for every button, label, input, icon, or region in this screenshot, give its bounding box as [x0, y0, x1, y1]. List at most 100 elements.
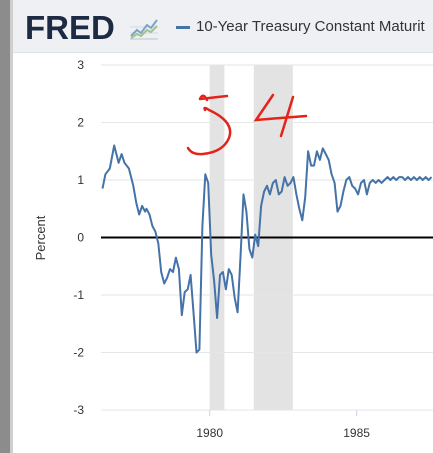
data-point[interactable]: [194, 351, 198, 355]
data-point[interactable]: [200, 224, 204, 228]
data-point[interactable]: [418, 175, 422, 179]
data-point[interactable]: [236, 310, 240, 314]
data-point[interactable]: [117, 161, 121, 165]
data-point[interactable]: [186, 287, 190, 291]
data-point[interactable]: [241, 192, 245, 196]
data-point[interactable]: [424, 175, 428, 179]
data-point[interactable]: [180, 313, 184, 317]
data-point[interactable]: [183, 290, 187, 294]
data-point[interactable]: [318, 158, 322, 162]
data-point[interactable]: [140, 204, 144, 208]
data-point[interactable]: [230, 273, 234, 277]
data-point[interactable]: [215, 316, 219, 320]
data-point[interactable]: [353, 187, 357, 191]
data-point[interactable]: [391, 175, 395, 179]
data-point[interactable]: [168, 267, 172, 271]
data-point[interactable]: [268, 192, 272, 196]
data-point[interactable]: [374, 181, 378, 185]
data-point[interactable]: [212, 279, 216, 283]
data-point[interactable]: [197, 348, 201, 352]
data-point[interactable]: [256, 244, 260, 248]
data-point[interactable]: [359, 181, 363, 185]
data-point[interactable]: [333, 181, 337, 185]
data-point[interactable]: [427, 178, 431, 182]
data-point[interactable]: [283, 175, 287, 179]
data-point[interactable]: [385, 175, 389, 179]
data-point[interactable]: [330, 172, 334, 176]
data-point[interactable]: [253, 233, 257, 237]
data-point[interactable]: [100, 187, 104, 191]
data-point[interactable]: [344, 178, 348, 182]
data-point[interactable]: [312, 164, 316, 168]
data-point[interactable]: [371, 178, 375, 182]
data-point[interactable]: [177, 267, 181, 271]
data-point[interactable]: [189, 273, 193, 277]
data-point[interactable]: [338, 204, 342, 208]
data-point[interactable]: [120, 152, 124, 156]
data-point[interactable]: [403, 178, 407, 182]
data-point[interactable]: [171, 270, 175, 274]
data-point[interactable]: [280, 190, 284, 194]
data-point[interactable]: [303, 195, 307, 199]
data-point[interactable]: [137, 213, 141, 217]
data-point[interactable]: [388, 178, 392, 182]
data-point[interactable]: [206, 181, 210, 185]
data-point[interactable]: [400, 175, 404, 179]
data-point[interactable]: [259, 204, 263, 208]
data-point[interactable]: [300, 218, 304, 222]
data-point[interactable]: [209, 253, 213, 257]
data-point[interactable]: [365, 192, 369, 196]
data-point[interactable]: [112, 144, 116, 148]
data-point[interactable]: [394, 178, 398, 182]
data-point[interactable]: [103, 172, 107, 176]
fred-logo[interactable]: FRED: [25, 9, 115, 46]
data-point[interactable]: [350, 184, 354, 188]
data-point[interactable]: [294, 192, 298, 196]
data-point[interactable]: [108, 167, 112, 171]
data-point[interactable]: [150, 224, 154, 228]
data-point[interactable]: [162, 282, 166, 286]
data-point[interactable]: [224, 287, 228, 291]
data-point[interactable]: [145, 207, 149, 211]
data-point[interactable]: [289, 181, 293, 185]
data-point[interactable]: [192, 310, 196, 314]
data-point[interactable]: [406, 175, 410, 179]
data-point[interactable]: [297, 207, 301, 211]
data-point[interactable]: [218, 273, 222, 277]
data-point[interactable]: [244, 210, 248, 214]
data-point[interactable]: [239, 253, 243, 257]
data-point[interactable]: [221, 270, 225, 274]
data-point[interactable]: [262, 190, 266, 194]
data-point[interactable]: [383, 178, 387, 182]
data-point[interactable]: [306, 149, 310, 153]
data-point[interactable]: [127, 167, 131, 171]
data-point[interactable]: [347, 175, 351, 179]
data-point[interactable]: [362, 178, 366, 182]
data-point[interactable]: [233, 296, 237, 300]
data-point[interactable]: [265, 184, 269, 188]
data-point[interactable]: [159, 270, 163, 274]
data-point[interactable]: [227, 267, 231, 271]
data-point[interactable]: [356, 192, 360, 196]
data-point[interactable]: [277, 192, 281, 196]
data-point[interactable]: [174, 256, 178, 260]
data-point[interactable]: [341, 190, 345, 194]
data-point[interactable]: [412, 175, 416, 179]
series-title[interactable]: 10-Year Treasury Constant Maturit: [196, 18, 425, 35]
data-point[interactable]: [271, 181, 275, 185]
data-point[interactable]: [368, 181, 372, 185]
data-point[interactable]: [203, 172, 207, 176]
data-point[interactable]: [274, 178, 278, 182]
data-point[interactable]: [134, 201, 138, 205]
data-point[interactable]: [153, 230, 157, 234]
data-point[interactable]: [156, 241, 160, 245]
data-point[interactable]: [131, 184, 135, 188]
data-point[interactable]: [247, 247, 251, 251]
data-point[interactable]: [377, 178, 381, 182]
data-point[interactable]: [315, 149, 319, 153]
data-point[interactable]: [324, 152, 328, 156]
data-point[interactable]: [321, 146, 325, 150]
data-point[interactable]: [336, 210, 340, 214]
data-point[interactable]: [415, 178, 419, 182]
data-point[interactable]: [380, 181, 384, 185]
